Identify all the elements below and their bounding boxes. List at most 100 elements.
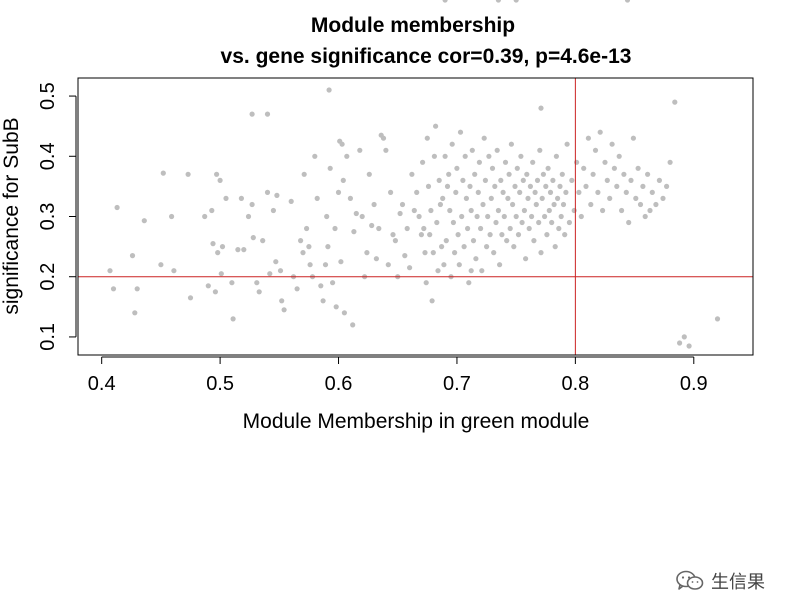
data-point: [553, 153, 560, 159]
data-point: [169, 213, 175, 220]
data-point: [621, 171, 627, 177]
data-point: [600, 207, 606, 214]
data-point: [427, 232, 433, 238]
data-point: [611, 165, 618, 171]
data-point: [509, 201, 516, 208]
data-point: [507, 225, 513, 232]
data-point: [562, 232, 568, 238]
data-point: [256, 289, 262, 295]
data-point: [549, 219, 555, 226]
data-point: [254, 280, 260, 286]
data-point: [442, 0, 448, 3]
data-point: [277, 268, 284, 274]
data-point: [314, 195, 320, 201]
data-point: [465, 225, 471, 232]
data-point: [529, 213, 535, 220]
data-point: [241, 247, 247, 253]
data-point: [540, 171, 547, 177]
data-point: [202, 213, 208, 220]
data-point: [559, 171, 565, 177]
data-point: [653, 201, 659, 208]
data-point: [495, 0, 501, 3]
data-point: [545, 165, 551, 171]
data-point: [454, 165, 460, 171]
data-point: [524, 171, 530, 177]
data-point: [499, 232, 505, 238]
data-point: [353, 210, 359, 217]
y-tick-label: 0.5: [37, 82, 59, 110]
data-point: [409, 171, 415, 177]
data-point: [616, 153, 622, 159]
data-point: [469, 147, 475, 153]
data-point: [686, 343, 692, 349]
data-point: [519, 219, 525, 226]
data-point: [447, 207, 453, 214]
data-point: [298, 238, 304, 244]
data-point: [245, 213, 252, 220]
data-point: [385, 262, 391, 268]
data-point: [513, 0, 519, 3]
data-point: [557, 183, 563, 189]
data-point: [493, 219, 499, 226]
data-point: [320, 298, 326, 304]
data-point: [347, 195, 353, 201]
data-point: [635, 165, 641, 171]
data-point: [624, 0, 631, 3]
data-point: [223, 195, 229, 201]
y-tick-label: 0.2: [37, 263, 59, 291]
data-point: [473, 256, 479, 262]
data-point: [525, 195, 531, 201]
data-point: [660, 195, 666, 201]
data-point: [424, 135, 430, 141]
data-point: [552, 244, 558, 250]
data-point: [218, 271, 224, 277]
data-point: [411, 207, 417, 214]
data-point: [551, 201, 557, 208]
data-point: [619, 207, 625, 214]
data-point: [341, 310, 347, 316]
data-point: [267, 271, 273, 277]
data-point: [421, 225, 427, 232]
data-point: [339, 141, 345, 147]
data-point: [487, 232, 493, 238]
data-point: [441, 262, 447, 268]
x-tick-label: 0.5: [206, 373, 234, 395]
data-point: [542, 213, 548, 220]
data-point: [532, 189, 538, 195]
data-point: [425, 183, 432, 189]
data-point: [114, 204, 120, 211]
data-point: [489, 165, 496, 171]
data-point: [229, 280, 235, 286]
wechat-icon: [676, 570, 704, 590]
data-point: [390, 232, 396, 238]
data-point: [264, 111, 271, 117]
data-point: [340, 177, 346, 183]
x-tick-label: 0.8: [561, 373, 589, 395]
data-point: [583, 183, 589, 189]
data-point: [430, 250, 436, 256]
data-point: [494, 147, 500, 153]
data-point: [672, 99, 678, 105]
y-tick-label: 0.4: [37, 142, 59, 170]
data-point: [533, 201, 539, 208]
data-point: [642, 213, 648, 220]
data-point: [416, 213, 422, 220]
data-point: [480, 201, 486, 208]
data-point: [514, 165, 520, 171]
data-point: [455, 232, 461, 238]
plot-frame: [77, 77, 754, 356]
data-point: [357, 147, 363, 153]
data-point: [481, 135, 487, 141]
data-point: [212, 289, 218, 295]
data-point: [614, 183, 620, 189]
data-point: [376, 225, 382, 232]
data-point: [484, 244, 490, 250]
data-point: [132, 310, 138, 316]
data-point: [626, 219, 632, 226]
data-point: [468, 207, 474, 214]
data-point: [335, 189, 342, 195]
data-point: [301, 171, 307, 177]
data-point: [460, 177, 466, 183]
data-point: [463, 195, 469, 201]
